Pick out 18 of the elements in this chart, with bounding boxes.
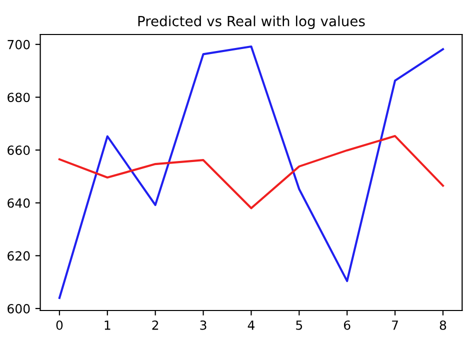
x-tick-label: 4 (248, 320, 254, 330)
x-tick-label: 8 (440, 320, 446, 330)
line-series (58, 135, 444, 210)
y-tick-label: 680 (8, 92, 30, 102)
x-tick-label: 7 (392, 320, 398, 330)
x-tick-label: 3 (200, 320, 206, 330)
y-tick-label: 620 (8, 251, 30, 261)
x-tick-label: 6 (344, 320, 350, 330)
x-tick-label: 0 (56, 320, 63, 330)
line-series (58, 45, 444, 299)
chart-title: Predicted vs Real with log values (138, 16, 365, 30)
y-tick-label: 640 (8, 198, 30, 208)
y-tick-label: 660 (8, 146, 30, 155)
y-tick-label: 700 (8, 40, 30, 50)
x-tick-label: 5 (296, 320, 302, 330)
x-tick-label: 1 (104, 320, 110, 330)
y-tick-label: 600 (8, 304, 30, 314)
x-tick-label: 2 (152, 320, 158, 330)
